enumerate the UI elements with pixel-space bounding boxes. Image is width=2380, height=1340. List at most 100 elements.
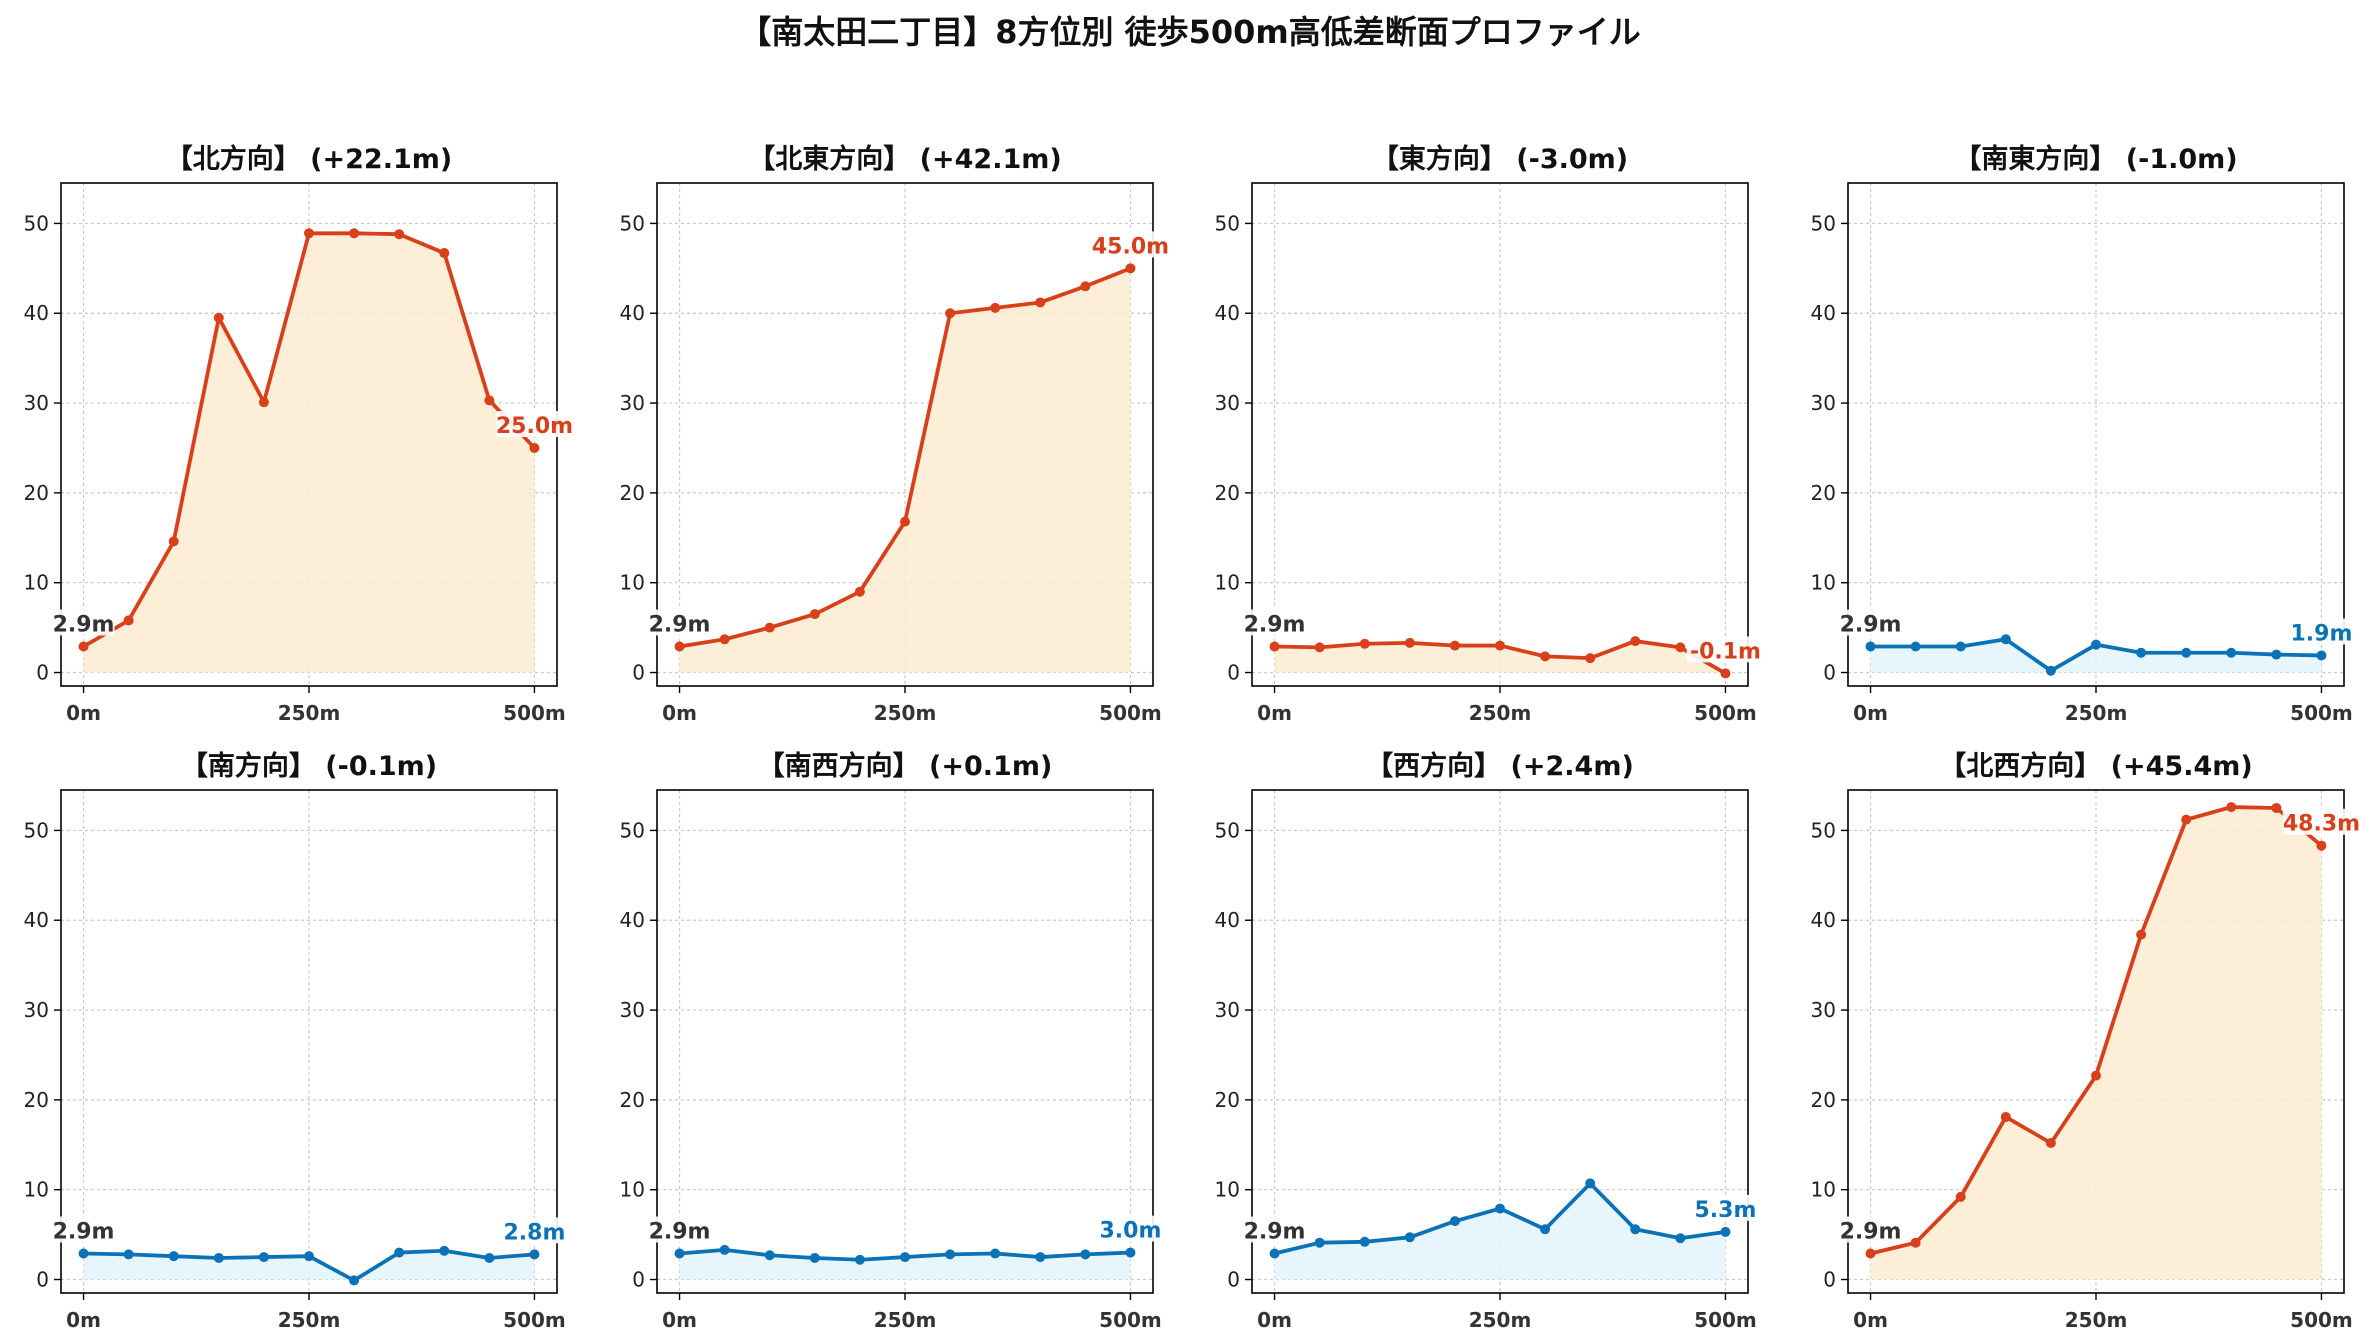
data-point (1125, 263, 1136, 274)
x-tick-label: 250m (2065, 701, 2128, 725)
y-tick-label: 40 (620, 908, 645, 932)
x-tick-label: 250m (1469, 1308, 1532, 1332)
data-point (529, 1249, 540, 1260)
start-label: 2.9m (53, 612, 115, 637)
start-label-box (52, 1216, 115, 1243)
y-tick-label: 0 (36, 1268, 49, 1292)
data-point (1630, 1224, 1641, 1235)
data-point (1955, 1191, 1966, 1202)
y-tick-label: 20 (24, 481, 49, 505)
data-point (258, 397, 269, 408)
y-tick-label: 30 (1215, 391, 1240, 415)
data-point (2045, 665, 2056, 676)
data-point (2181, 647, 2192, 658)
data-point (1314, 642, 1325, 653)
data-point (258, 1252, 269, 1263)
end-label-box (2289, 618, 2354, 645)
x-tick-label: 0m (1853, 1308, 1888, 1332)
data-point (719, 1244, 730, 1255)
y-tick-label: 10 (24, 571, 49, 595)
y-tick-label: 10 (1215, 571, 1240, 595)
area-fill (679, 268, 1131, 673)
start-label: 2.9m (1244, 612, 1306, 637)
y-tick-label: 50 (1811, 818, 1836, 842)
x-tick-label: 250m (2065, 1308, 2128, 1332)
y-tick-label: 50 (1811, 211, 1836, 235)
data-point (123, 1249, 134, 1260)
data-point (2271, 802, 2282, 813)
data-point (2316, 840, 2327, 851)
panel-title: 【南西方向】 (+0.1m) (758, 750, 1053, 782)
x-tick-label: 0m (1853, 701, 1888, 725)
data-point (854, 1254, 865, 1265)
area-fill (83, 233, 535, 673)
data-point (304, 1251, 314, 1262)
x-tick-label: 500m (1099, 701, 1162, 725)
x-tick-label: 500m (1694, 701, 1757, 725)
x-tick-label: 0m (1257, 701, 1292, 725)
panel-title: 【北西方向】 (+45.4m) (1939, 750, 2252, 782)
figure-title: 【南太田二丁目】8方位別 徒歩500m高低差断面プロファイル (739, 13, 1641, 51)
x-tick-label: 500m (2290, 1308, 2353, 1332)
data-point (854, 586, 865, 597)
data-point (990, 302, 1001, 313)
start-label-box (1839, 1216, 1902, 1243)
data-point (1080, 281, 1091, 292)
x-tick-label: 0m (1257, 1308, 1292, 1332)
y-tick-label: 20 (1811, 481, 1836, 505)
data-point (78, 641, 89, 652)
area-fill (1870, 639, 2322, 673)
panel-title: 【西方向】 (+2.4m) (1366, 750, 1634, 782)
y-tick-label: 10 (1811, 571, 1836, 595)
data-point (1449, 640, 1460, 651)
y-tick-label: 50 (620, 818, 645, 842)
data-point (484, 395, 495, 406)
area-fill (1274, 641, 1726, 674)
y-tick-label: 30 (24, 998, 49, 1022)
data-point (1125, 1247, 1136, 1258)
data-point (1269, 641, 1280, 652)
data-point (349, 228, 360, 239)
y-tick-label: 40 (1811, 301, 1836, 325)
end-label: -0.1m (1690, 639, 1761, 664)
data-point (1585, 653, 1596, 664)
y-tick-label: 0 (36, 661, 49, 685)
data-point (484, 1252, 495, 1263)
start-label-box (1243, 1216, 1306, 1243)
end-label: 3.0m (1100, 1219, 1162, 1244)
y-tick-label: 30 (1215, 998, 1240, 1022)
y-tick-label: 10 (620, 1178, 645, 1202)
y-tick-label: 0 (632, 1268, 645, 1292)
x-tick-label: 250m (874, 1308, 937, 1332)
data-point (674, 1248, 685, 1259)
data-point (1675, 1233, 1686, 1244)
x-tick-label: 0m (662, 701, 697, 725)
y-tick-label: 20 (24, 1088, 49, 1112)
data-point (1080, 1249, 1091, 1260)
data-point (945, 1249, 956, 1260)
data-point (900, 516, 910, 527)
data-point (168, 536, 179, 547)
start-label-box (648, 1216, 711, 1243)
data-point (1910, 1237, 1921, 1248)
start-label-box (1839, 609, 1902, 636)
end-label: 45.0m (1092, 234, 1169, 259)
panel-title: 【東方向】 (-3.0m) (1372, 143, 1628, 175)
data-point (990, 1248, 1001, 1259)
data-point (1910, 641, 1921, 652)
data-point (1449, 1216, 1460, 1227)
data-point (1540, 651, 1551, 662)
y-tick-label: 10 (1811, 1178, 1836, 1202)
x-tick-label: 0m (662, 1308, 697, 1332)
data-point (394, 1247, 405, 1258)
start-label-box (1243, 609, 1306, 636)
start-label: 2.9m (1244, 1219, 1306, 1244)
data-point (1540, 1224, 1551, 1235)
start-label: 2.9m (1840, 612, 1902, 637)
y-tick-label: 30 (24, 391, 49, 415)
x-tick-label: 250m (1469, 701, 1532, 725)
y-tick-label: 0 (1227, 1268, 1240, 1292)
